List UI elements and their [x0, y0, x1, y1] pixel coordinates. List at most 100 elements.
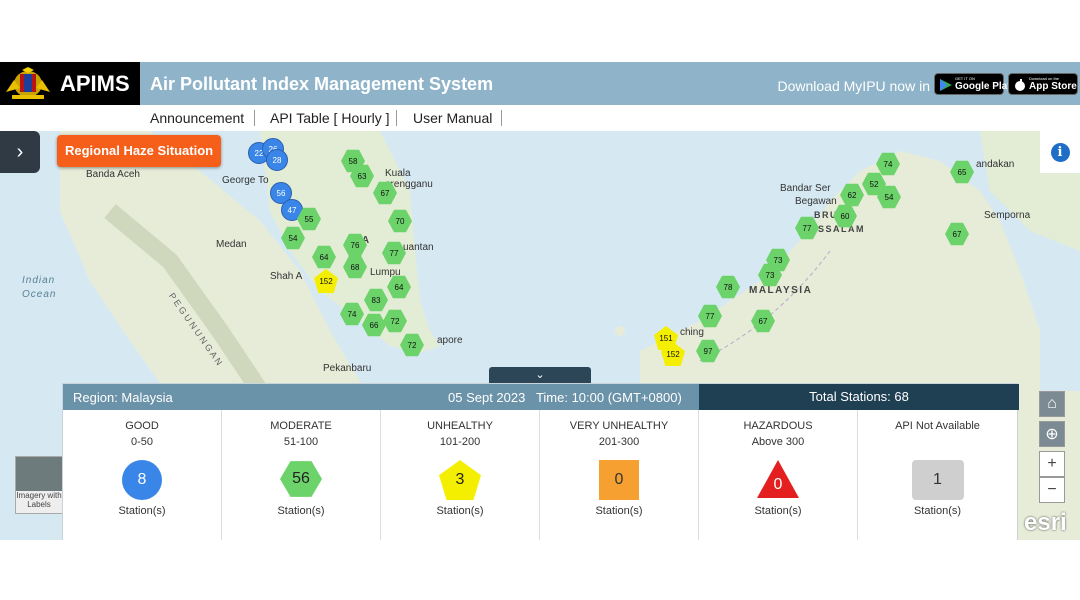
stations-label: Station(s)	[913, 505, 962, 517]
nav-divider	[396, 110, 397, 126]
esri-logo: esri	[1024, 509, 1067, 536]
locate-button[interactable]: ⊕	[1039, 421, 1065, 447]
app-store-label: App Store	[1029, 81, 1077, 92]
nav-api-table[interactable]: API Table [ Hourly ]	[270, 110, 390, 126]
collapse-summary-tab[interactable]: ⌄	[489, 367, 591, 383]
app-store-button[interactable]: Download on the App Store	[1008, 73, 1078, 95]
station-marker-hex[interactable]: 67	[751, 309, 775, 333]
station-marker-hex[interactable]: 62	[840, 183, 864, 207]
malaysia-crest-icon	[6, 67, 50, 99]
label-sandakan: andakan	[976, 159, 1015, 170]
nav-divider	[254, 110, 255, 126]
station-marker-hex[interactable]: 72	[383, 309, 407, 333]
station-marker-hex[interactable]: 67	[945, 222, 969, 246]
station-marker-hex[interactable]: 52	[862, 172, 886, 196]
plus-icon: +	[1047, 455, 1057, 472]
category-very-unhealthy[interactable]: VERY UNHEALTHY 201-300 0 Station(s)	[540, 410, 699, 540]
station-marker-hex[interactable]: 55	[297, 207, 321, 231]
label-ocean: Ocean	[22, 289, 57, 300]
station-marker-hex[interactable]: 74	[876, 152, 900, 176]
locate-icon: ⊕	[1045, 426, 1059, 443]
station-marker-hex[interactable]: 54	[877, 185, 901, 209]
stations-label: Station(s)	[436, 505, 484, 517]
zoom-in-button[interactable]: +	[1039, 451, 1065, 477]
label-kuching: ching	[680, 327, 704, 338]
google-play-label: Google Play	[955, 81, 1013, 92]
nav-bar: Announcement API Table [ Hourly ] User M…	[0, 105, 1080, 131]
label-salam: SSALAM	[818, 224, 865, 234]
station-marker-circle[interactable]: 28	[266, 149, 288, 171]
google-play-small: GET IT ON	[955, 76, 975, 81]
category-count-badge: 0	[599, 460, 639, 500]
category-count-badge: 1	[911, 460, 964, 500]
home-button[interactable]: ⌂	[1039, 391, 1065, 417]
category-hazardous[interactable]: HAZARDOUS Above 300 0 Station(s)	[699, 410, 858, 540]
info-icon: i	[1050, 142, 1070, 162]
station-marker-hex[interactable]: 64	[312, 245, 336, 269]
category-moderate[interactable]: MODERATE 51-100 56 Station(s)	[222, 410, 381, 540]
station-marker-hex[interactable]: 67	[373, 181, 397, 205]
stations-label: Station(s)	[277, 505, 325, 517]
label-semporna: Semporna	[984, 210, 1031, 221]
basemap-toggle[interactable]: Imagery with Labels	[15, 456, 63, 514]
category-api-not-available[interactable]: API Not Available 1 Station(s)	[858, 410, 1017, 540]
download-text: Download MyIPU now in	[777, 78, 930, 94]
station-marker-hex[interactable]: 83	[364, 288, 388, 312]
category-range: 201-300	[598, 436, 640, 448]
station-marker-hex[interactable]: 64	[387, 275, 411, 299]
category-range: Above 300	[751, 436, 805, 448]
info-button[interactable]: i	[1040, 131, 1080, 173]
station-marker-hex[interactable]: 54	[281, 226, 305, 250]
station-marker-hex[interactable]: 74	[340, 302, 364, 326]
zoom-out-button[interactable]: −	[1039, 477, 1065, 503]
station-marker-hex[interactable]: 70	[388, 209, 412, 233]
label-singapore: apore	[437, 335, 463, 346]
category-name: API Not Available	[895, 420, 980, 432]
google-play-button[interactable]: GET IT ON Google Play	[934, 73, 1013, 95]
category-name: GOOD	[125, 420, 159, 432]
category-unhealthy[interactable]: UNHEALTHY 101-200 3 Station(s)	[381, 410, 540, 540]
apple-icon	[1015, 79, 1025, 91]
nav-divider	[501, 110, 502, 126]
category-name: MODERATE	[270, 420, 332, 432]
label-george-town: George To	[222, 175, 269, 186]
station-marker-hex[interactable]: 78	[716, 275, 740, 299]
stations-label: Station(s)	[118, 505, 166, 517]
station-marker-hex[interactable]: 60	[833, 204, 857, 228]
app-title: Air Pollutant Index Management System	[150, 74, 494, 94]
category-range: 0-50	[130, 436, 154, 448]
station-marker-hex[interactable]: 77	[795, 216, 819, 240]
chevron-down-icon: ⌄	[535, 369, 545, 381]
station-marker-hex[interactable]: 97	[696, 339, 720, 363]
nav-user-manual[interactable]: User Manual	[413, 110, 493, 126]
station-marker-hex[interactable]: 72	[400, 333, 424, 357]
station-marker-hex[interactable]: 63	[350, 164, 374, 188]
station-marker-hex[interactable]: 66	[362, 313, 386, 337]
label-brunei: BRU	[814, 210, 838, 220]
side-panel-toggle-button[interactable]: ›	[0, 131, 40, 173]
station-marker-hex[interactable]: 65	[950, 160, 974, 184]
stations-label: Station(s)	[754, 505, 802, 517]
label-medan: Medan	[216, 239, 247, 250]
home-icon: ⌂	[1047, 395, 1057, 412]
nav-announcement[interactable]: Announcement	[150, 110, 245, 126]
station-marker-hex[interactable]: 76	[343, 233, 367, 257]
station-marker-hex[interactable]: 77	[698, 304, 722, 328]
station-marker-hex[interactable]: 77	[382, 241, 406, 265]
minus-icon: −	[1047, 481, 1057, 498]
category-name: VERY UNHEALTHY	[569, 420, 669, 432]
station-marker-circle[interactable]: 56	[270, 182, 292, 204]
station-marker-hex[interactable]: 68	[343, 255, 367, 279]
category-count-badge: 56	[280, 461, 322, 497]
datetime-label: 05 Sept 2023 Time: 10:00 (GMT+0800)	[448, 390, 682, 405]
logo-block[interactable]: APIMS	[0, 62, 140, 105]
summary-panel: Region: Malaysia 05 Sept 2023 Time: 10:0…	[62, 383, 1019, 540]
map-view[interactable]: Banda Aceh George To Kuala erengganu Med…	[0, 131, 1080, 540]
region-label: Region: Malaysia	[73, 390, 173, 405]
category-name: HAZARDOUS	[743, 420, 813, 432]
category-range: 101-200	[439, 436, 481, 448]
category-good[interactable]: GOOD 0-50 8 Station(s)	[63, 410, 222, 540]
label-begawan: Begawan	[795, 196, 837, 207]
station-marker-hex[interactable]: 73	[758, 263, 782, 287]
regional-haze-button[interactable]: Regional Haze Situation	[57, 135, 222, 167]
